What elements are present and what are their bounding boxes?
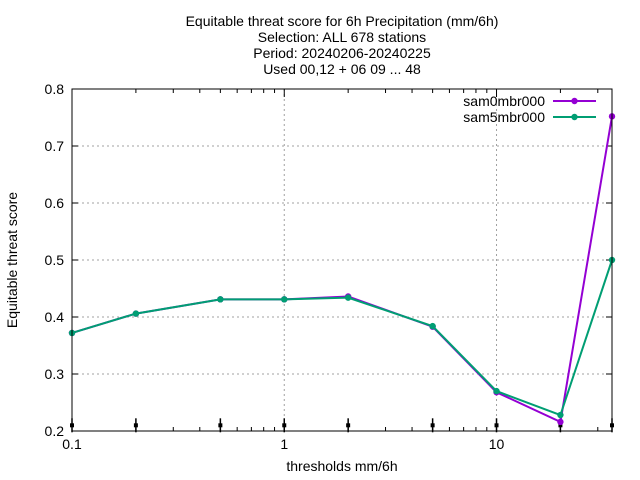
threshold-marker-point [218, 423, 223, 428]
title-line-2: Selection: ALL 678 stations [258, 29, 426, 45]
series-line [71, 259, 613, 417]
threshold-marker-point [133, 423, 138, 428]
threshold-marker [494, 418, 499, 433]
threshold-markers [70, 418, 614, 433]
threshold-marker [430, 418, 435, 433]
data-point [557, 411, 564, 419]
legend-label: sam0mbr000 [463, 93, 545, 109]
series-line [71, 116, 613, 424]
y-tick-label: 0.7 [45, 138, 65, 154]
threshold-marker [282, 418, 287, 433]
y-tick-label: 0.3 [45, 366, 65, 382]
title-line-4: Used 00,12 + 06 09 ... 48 [263, 61, 421, 77]
axis-ticks: 0.2 0.3 0.4 0.5 0.6 0.7 0.8 0.1 1 10 [45, 81, 612, 452]
data-point [281, 296, 288, 303]
legend-swatch-point [571, 113, 578, 121]
data-point [557, 418, 564, 426]
threshold-marker-point [558, 423, 563, 428]
y-tick-label: 0.4 [45, 309, 65, 325]
grid [72, 89, 612, 431]
data-point [132, 310, 140, 317]
series-group [68, 113, 616, 426]
series-sam0mbr000 [68, 113, 616, 426]
threshold-marker [218, 418, 223, 433]
series-sam5mbr000 [68, 256, 616, 419]
chart-title: Equitable threat score for 6h Precipitat… [186, 13, 499, 77]
threshold-marker-point [430, 423, 435, 428]
data-point [217, 296, 224, 303]
data-point [429, 322, 436, 330]
threshold-marker-point [346, 423, 351, 428]
threshold-marker-point [494, 423, 499, 428]
data-point [344, 294, 352, 301]
data-point [493, 387, 500, 395]
legend-swatch-point [571, 97, 578, 105]
y-tick-label: 0.2 [45, 423, 65, 439]
y-tick-label: 0.8 [45, 81, 65, 97]
x-axis-label: thresholds mm/6h [286, 458, 397, 474]
title-line-3: Period: 20240206-20240225 [253, 45, 431, 61]
threshold-marker [133, 418, 138, 433]
threshold-marker [346, 418, 351, 433]
threshold-marker-point [282, 423, 287, 428]
y-axis-label: Equitable threat score [4, 192, 20, 328]
x-tick-label: 10 [489, 436, 505, 452]
legend-label: sam5mbr000 [463, 109, 545, 125]
x-tick-label: 0.1 [62, 436, 82, 452]
y-tick-label: 0.6 [45, 195, 65, 211]
legend-entry: sam0mbr000 [463, 93, 596, 109]
x-tick-label: 1 [280, 436, 288, 452]
legend-entry: sam5mbr000 [463, 109, 596, 125]
title-line-1: Equitable threat score for 6h Precipitat… [186, 13, 499, 29]
plot-frame [71, 88, 613, 432]
y-tick-label: 0.5 [45, 252, 65, 268]
